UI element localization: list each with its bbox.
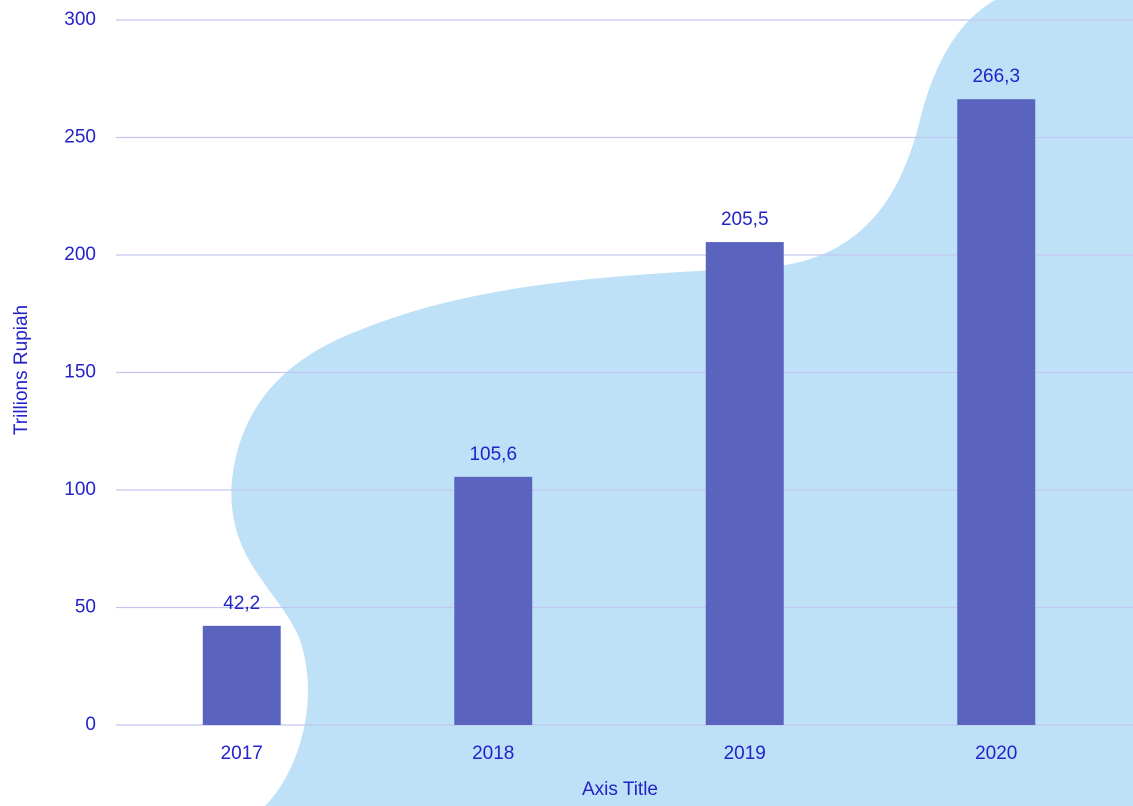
y-axis-title: Trillions Rupiah — [11, 305, 32, 435]
data-label: 105,6 — [469, 444, 517, 465]
bar — [705, 242, 784, 725]
data-label: 42,2 — [223, 593, 260, 614]
x-tick-label: 2019 — [724, 743, 766, 764]
y-tick-label: 200 — [64, 244, 96, 265]
y-tick-label: 100 — [64, 479, 96, 500]
y-tick-label: 50 — [75, 597, 96, 618]
bar — [454, 476, 533, 725]
y-tick-label: 0 — [85, 714, 96, 735]
x-tick-label: 2020 — [975, 743, 1017, 764]
x-tick-label: 2017 — [221, 743, 263, 764]
x-tick-label: 2018 — [472, 743, 514, 764]
y-tick-label: 300 — [64, 9, 96, 30]
y-tick-label: 150 — [64, 362, 96, 383]
y-tick-label: 250 — [64, 127, 96, 148]
x-axis-title: Axis Title — [582, 779, 658, 800]
data-label: 266,3 — [972, 66, 1020, 87]
bar — [957, 99, 1036, 725]
data-label: 205,5 — [721, 209, 769, 230]
bar — [202, 625, 281, 725]
